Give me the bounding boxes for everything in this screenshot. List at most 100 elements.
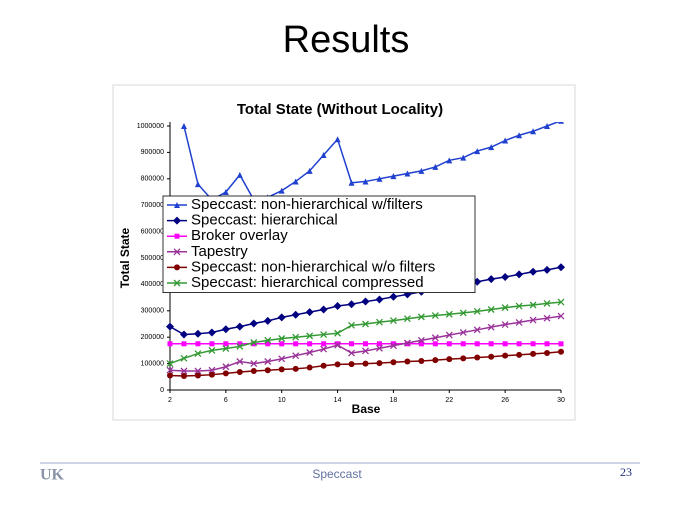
- x-tick-label: 30: [557, 397, 565, 404]
- y-tick-label: 300000: [141, 308, 164, 315]
- marker: [195, 341, 201, 347]
- marker: [264, 358, 272, 365]
- marker: [431, 334, 439, 342]
- y-tick-label: 1000000: [137, 123, 164, 130]
- marker: [208, 346, 216, 354]
- marker: [307, 341, 313, 347]
- marker: [292, 352, 300, 360]
- page-number: 23: [620, 465, 632, 479]
- marker: [222, 370, 229, 377]
- y-tick-label: 700000: [141, 202, 164, 209]
- marker: [334, 361, 341, 368]
- marker: [376, 341, 382, 347]
- marker: [222, 345, 230, 353]
- x-tick-label: 2: [168, 397, 172, 404]
- marker: [501, 273, 510, 282]
- marker: [543, 299, 551, 307]
- marker: [488, 353, 495, 360]
- marker: [473, 326, 481, 334]
- marker: [208, 371, 215, 378]
- legend-label: Broker overlay: [191, 227, 288, 244]
- marker: [375, 295, 384, 304]
- legend-label: Speccast: non-hierarchical w/o filters: [191, 258, 435, 275]
- marker: [516, 341, 522, 347]
- marker: [404, 358, 411, 365]
- marker: [516, 351, 523, 358]
- marker: [263, 316, 272, 325]
- marker: [264, 336, 272, 344]
- marker: [376, 318, 383, 326]
- marker: [389, 292, 398, 301]
- marker: [321, 341, 327, 347]
- marker: [376, 344, 383, 352]
- marker: [362, 178, 369, 185]
- marker: [403, 315, 411, 323]
- marker: [487, 323, 495, 331]
- marker: [173, 216, 181, 225]
- marker: [222, 189, 229, 195]
- marker: [474, 341, 480, 347]
- marker: [487, 275, 496, 284]
- slide-title: Results: [283, 19, 410, 61]
- marker: [473, 307, 481, 315]
- marker: [543, 314, 551, 322]
- marker: [265, 341, 271, 347]
- y-tick-label: 200000: [141, 334, 164, 341]
- marker: [446, 157, 453, 164]
- legend-label: Speccast: hierarchical: [191, 212, 338, 229]
- marker: [166, 322, 174, 331]
- marker: [376, 360, 383, 367]
- marker: [291, 310, 300, 319]
- marker: [278, 187, 285, 194]
- x-axis-label: Base: [352, 402, 381, 416]
- marker: [180, 354, 188, 362]
- x-tick-label: 22: [445, 397, 453, 404]
- chart-title: Total State (Without Locality): [237, 101, 443, 118]
- marker: [445, 310, 453, 318]
- y-tick-label: 400000: [141, 281, 164, 288]
- marker: [249, 319, 258, 328]
- y-axis-label: Total State: [118, 227, 132, 288]
- marker: [173, 279, 181, 287]
- marker: [376, 175, 383, 182]
- marker: [502, 341, 508, 347]
- marker: [418, 357, 425, 364]
- y-tick-label: 100000: [141, 360, 164, 367]
- marker: [166, 360, 174, 368]
- marker: [320, 345, 328, 353]
- y-tick-label: 600000: [141, 228, 164, 235]
- marker: [432, 341, 438, 347]
- marker: [236, 358, 244, 365]
- marker: [222, 363, 230, 371]
- marker: [488, 341, 494, 347]
- marker: [347, 300, 356, 309]
- marker: [223, 341, 229, 347]
- x-tick-label: 18: [390, 397, 398, 404]
- marker: [194, 350, 202, 358]
- marker: [237, 341, 243, 347]
- marker: [543, 265, 552, 274]
- marker: [221, 325, 230, 334]
- marker: [530, 128, 537, 135]
- marker: [389, 317, 397, 325]
- marker: [320, 331, 328, 339]
- marker: [250, 360, 258, 368]
- series-line: [183, 122, 560, 201]
- marker: [362, 360, 369, 367]
- plot-area: [166, 122, 565, 380]
- marker: [180, 373, 187, 380]
- marker: [530, 350, 537, 357]
- marker: [544, 350, 551, 357]
- marker: [292, 365, 299, 372]
- marker: [319, 305, 328, 314]
- marker: [418, 341, 424, 347]
- marker: [181, 341, 187, 347]
- marker: [292, 333, 300, 341]
- marker: [209, 341, 215, 347]
- marker: [333, 302, 342, 311]
- marker: [235, 322, 244, 331]
- marker: [179, 330, 188, 339]
- marker: [362, 320, 369, 328]
- marker: [250, 339, 258, 346]
- marker: [544, 341, 550, 347]
